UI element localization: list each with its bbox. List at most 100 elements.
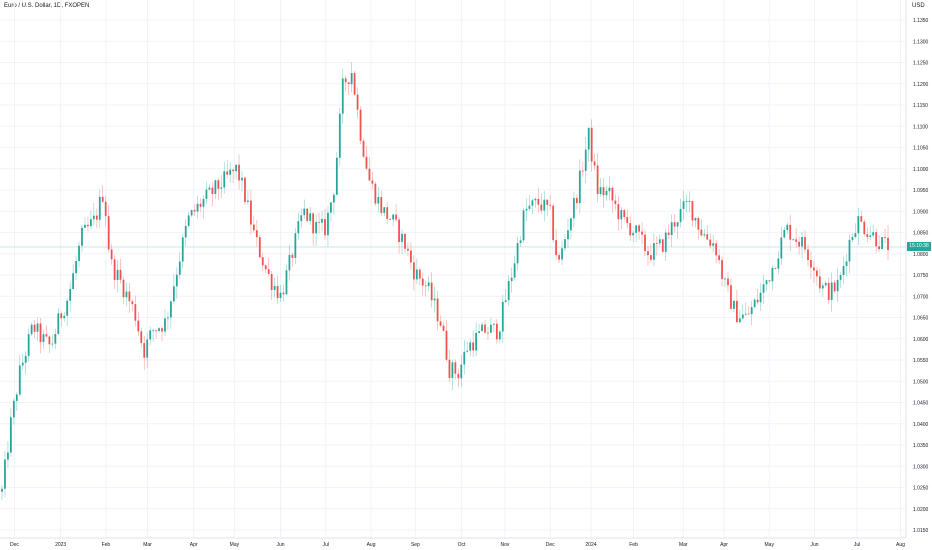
candle-body	[356, 94, 359, 110]
candle-body	[78, 245, 80, 262]
candle-body	[552, 205, 555, 241]
candle-body	[442, 325, 445, 331]
y-tick-label: 1.0450	[913, 401, 929, 407]
candle-body	[170, 301, 172, 318]
candle-body	[374, 183, 377, 204]
candle-body	[472, 342, 475, 351]
candle-body	[143, 343, 146, 358]
candle-body	[546, 199, 549, 205]
candle-body	[365, 156, 368, 169]
candle-body	[418, 269, 421, 279]
candle-body	[327, 212, 329, 236]
candle-body	[427, 282, 430, 287]
candle-body	[884, 237, 886, 238]
candle-body	[223, 171, 226, 188]
candle-body	[250, 200, 252, 225]
candle-body	[107, 216, 110, 250]
candle-body	[211, 187, 214, 195]
candle-body	[602, 187, 605, 196]
candle-body	[264, 265, 267, 270]
candle-body	[733, 300, 735, 309]
candle-body	[573, 198, 575, 219]
candle-body	[1, 488, 3, 492]
candle-body	[404, 233, 406, 249]
candle-body	[537, 198, 540, 205]
candle-body	[863, 221, 866, 235]
candle-body	[655, 243, 658, 244]
candle-body	[18, 365, 21, 395]
candle-body	[7, 452, 9, 460]
candle-body	[24, 355, 27, 363]
candle-body	[172, 286, 175, 302]
candle-body	[792, 239, 795, 241]
y-tick-label: 1.0550	[913, 358, 929, 364]
candle-body	[460, 364, 463, 379]
candle-body	[664, 232, 667, 252]
x-tick-label: 2024	[585, 542, 596, 548]
candle-body	[839, 275, 842, 280]
x-tick-label: Nov	[501, 542, 510, 548]
candle-body	[558, 255, 560, 260]
candle-body	[750, 307, 753, 315]
candle-body	[294, 233, 297, 258]
candle-body	[718, 255, 720, 261]
candle-body	[804, 236, 806, 250]
candle-body	[694, 217, 697, 221]
candle-body	[282, 292, 285, 295]
candle-body	[587, 127, 590, 150]
candle-body	[697, 217, 700, 230]
x-tick-label: Feb	[629, 542, 638, 548]
candle-body	[410, 250, 412, 263]
currency-label: USD	[912, 3, 925, 9]
candle-body	[688, 201, 691, 202]
y-tick-label: 1.1250	[913, 61, 929, 67]
candle-body	[128, 291, 131, 302]
candle-body	[202, 198, 205, 207]
candle-body	[611, 187, 614, 201]
candle-body	[12, 400, 15, 418]
candle-body	[801, 236, 803, 247]
candle-body	[220, 187, 223, 189]
candle-body	[747, 313, 750, 315]
candle-body	[297, 221, 300, 234]
candle-body	[451, 362, 454, 378]
candle-body	[504, 300, 507, 302]
candle-body	[344, 78, 347, 83]
candle-body	[789, 224, 792, 240]
candle-body	[101, 196, 104, 202]
y-tick-label: 1.1350	[913, 18, 929, 24]
candle-body	[36, 323, 39, 332]
candle-body	[324, 219, 326, 236]
candle-body	[475, 332, 478, 351]
candle-body	[161, 328, 163, 332]
candle-body	[768, 280, 771, 282]
candle-body	[217, 180, 220, 189]
candle-body	[300, 215, 303, 222]
candle-body	[84, 224, 86, 228]
candle-body	[786, 224, 789, 231]
candle-body	[30, 324, 33, 335]
candle-body	[650, 255, 652, 260]
y-tick-label: 1.0200	[913, 507, 929, 513]
candle-body	[424, 285, 427, 287]
candle-body	[528, 205, 531, 209]
candle-body	[469, 342, 472, 351]
x-tick-label: Feb	[102, 542, 111, 548]
y-tick-label: 1.0150	[913, 528, 929, 534]
candle-body	[39, 323, 42, 343]
candle-body	[842, 265, 845, 276]
candle-body	[534, 198, 537, 201]
candle-body	[484, 324, 486, 333]
candle-body	[564, 239, 566, 249]
candle-body	[181, 237, 184, 262]
candle-body	[436, 298, 439, 322]
candle-body	[15, 394, 18, 401]
candle-body	[549, 204, 552, 206]
candle-body	[152, 330, 155, 332]
candle-body	[531, 200, 534, 206]
candle-body	[599, 187, 602, 195]
x-tick-label: Dec	[10, 542, 19, 548]
candle-body	[555, 240, 558, 256]
candle-body	[57, 313, 60, 335]
